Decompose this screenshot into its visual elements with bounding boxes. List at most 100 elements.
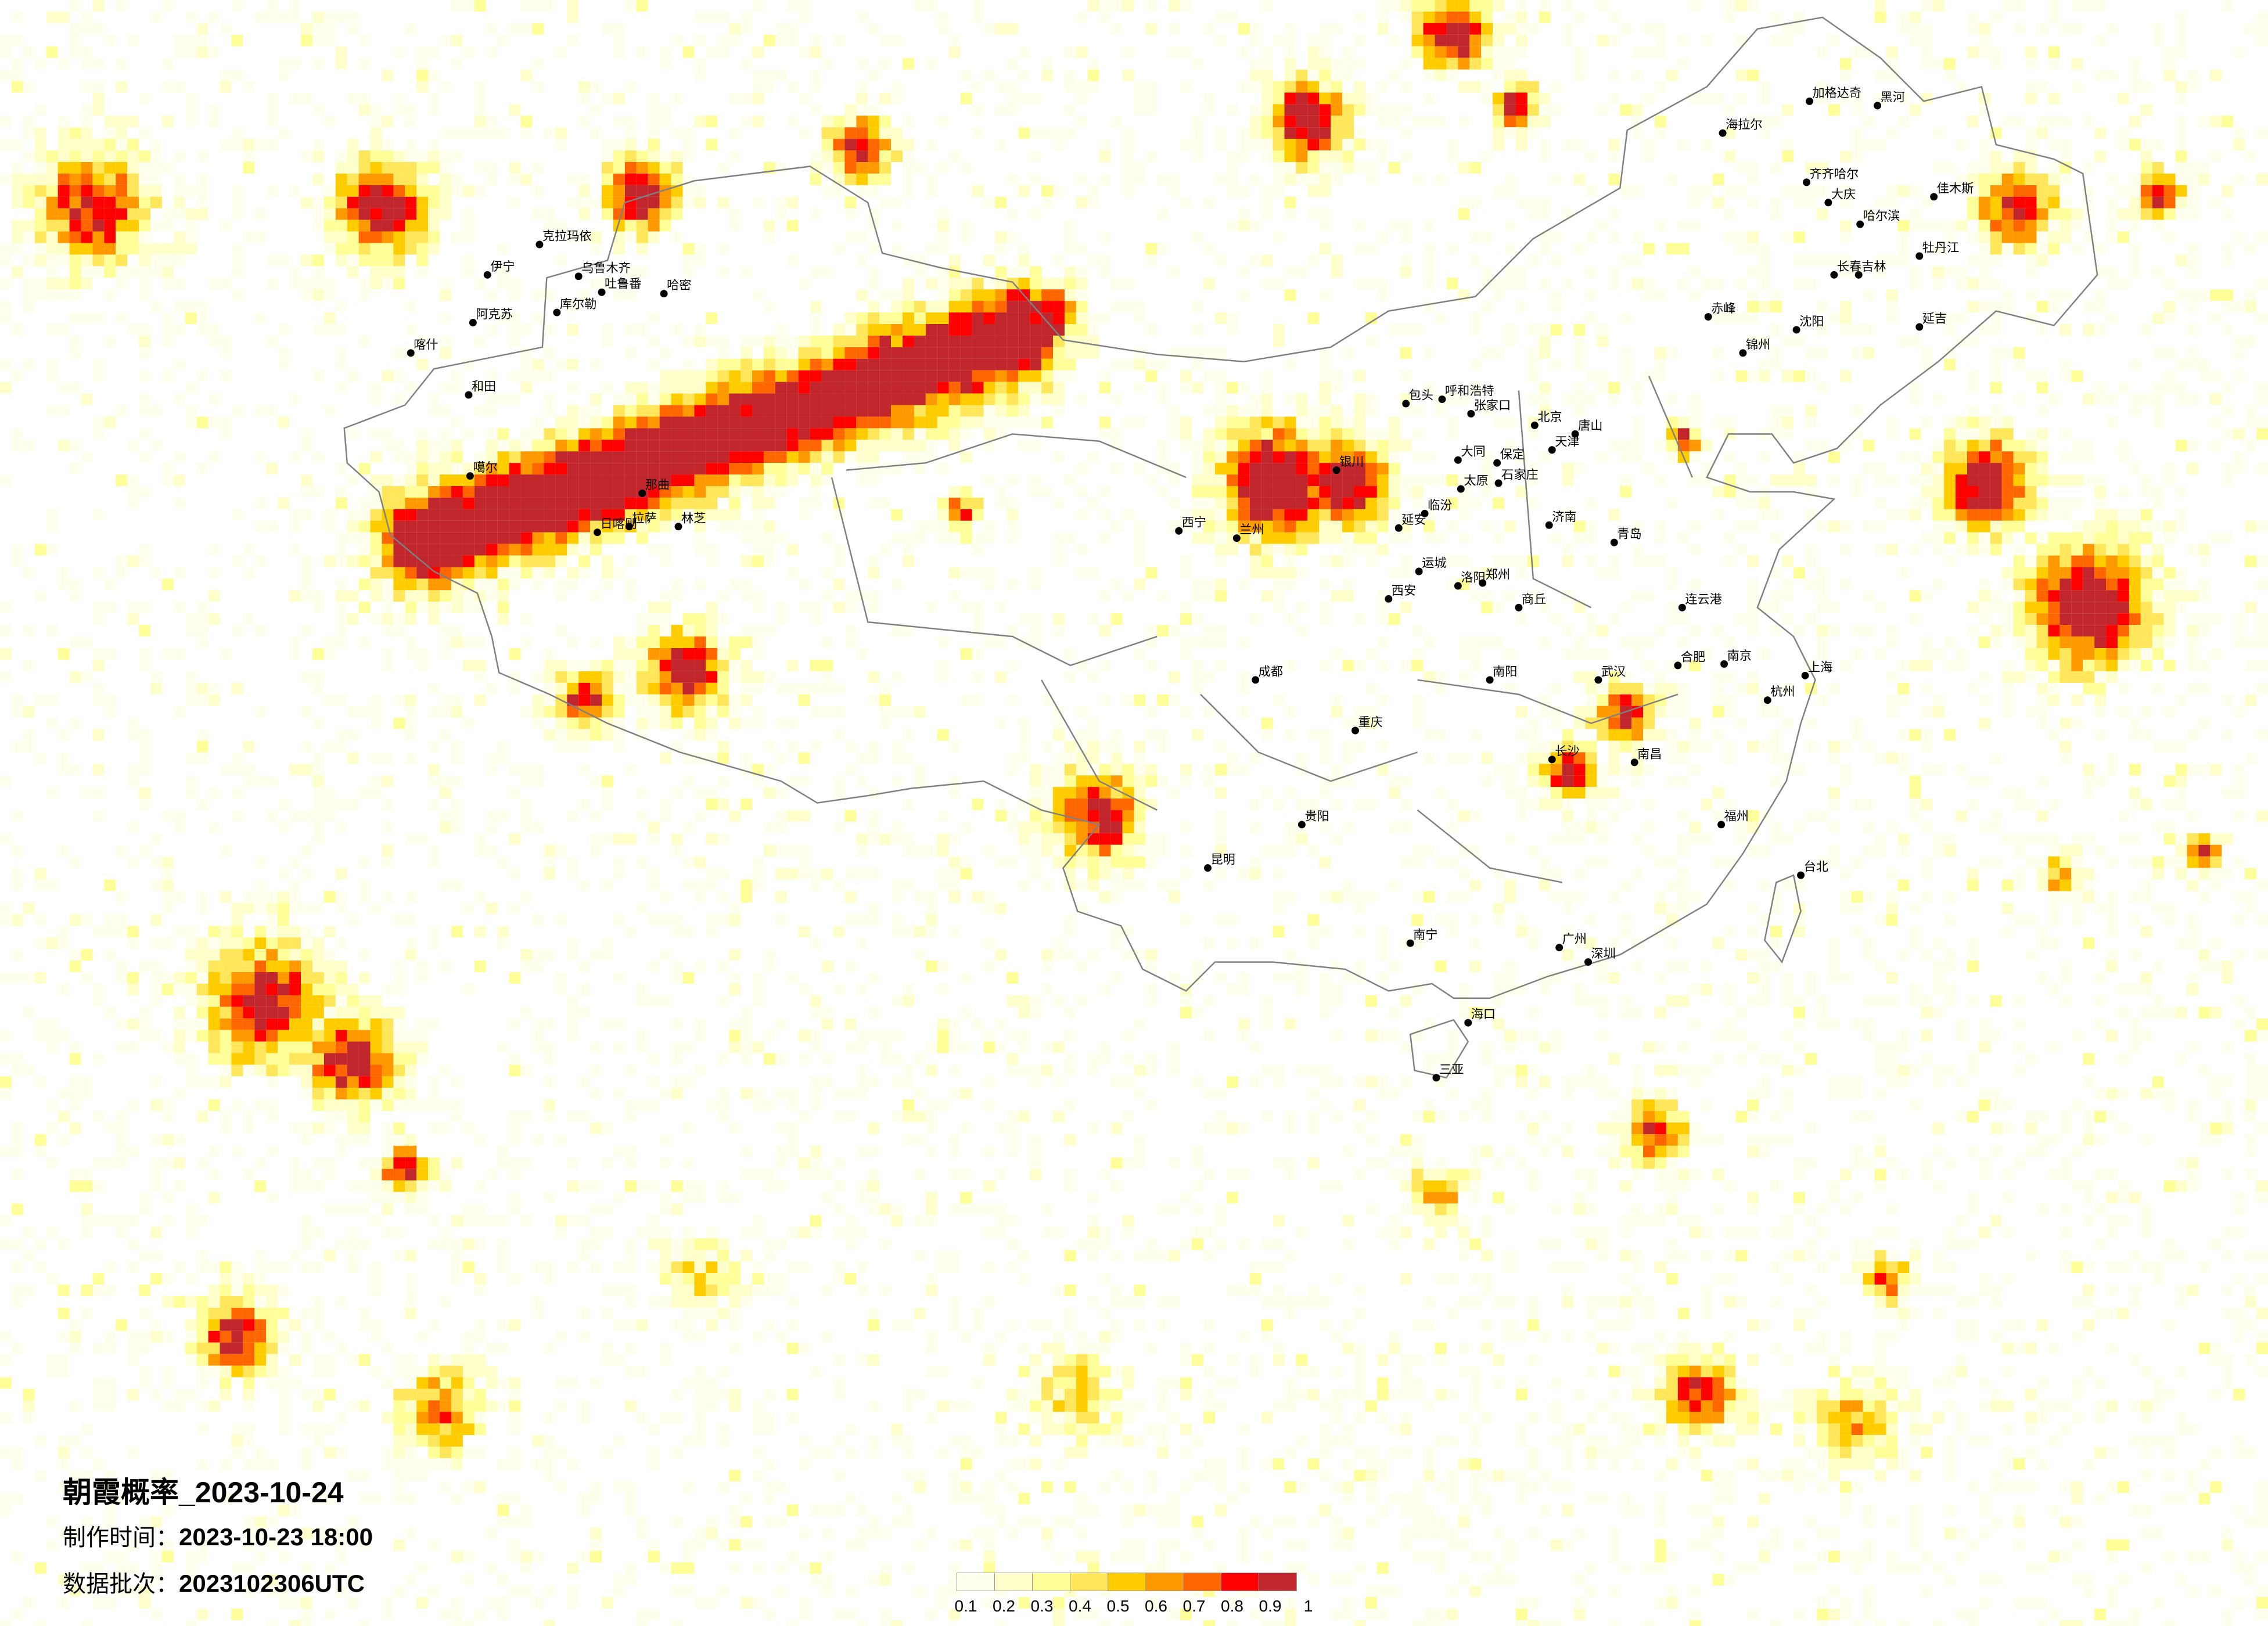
heat-cell: [1354, 220, 1365, 232]
heat-cell: [1805, 254, 1817, 267]
heat-cell: [486, 463, 498, 475]
heat-cell: [544, 127, 556, 139]
heat-cell: [1932, 451, 1944, 463]
heat-cell: [659, 648, 671, 660]
heat-cell: [1342, 428, 1354, 440]
heat-cell: [2175, 139, 2187, 151]
heat-cell: [1631, 544, 1644, 556]
heat-cell: [879, 717, 892, 729]
heat-cell: [1770, 34, 1782, 46]
heat-cell: [301, 254, 312, 267]
heat-cell: [1296, 509, 1308, 521]
heat-cell: [1331, 532, 1343, 544]
heat-cell: [208, 116, 220, 128]
heat-cell: [960, 648, 972, 660]
heat-cell: [1376, 520, 1389, 533]
heat-cell: [46, 717, 58, 729]
heat-cell: [752, 393, 764, 405]
heat-cell: [555, 555, 567, 567]
heat-cell: [2094, 682, 2107, 695]
heat-cell: [69, 139, 81, 151]
heat-cell: [520, 463, 533, 475]
heat-cell: [1735, 474, 1748, 487]
heat-cell: [312, 486, 324, 498]
heat-cell: [1793, 23, 1806, 35]
heat-cell: [11, 370, 23, 382]
heat-cell: [1735, 162, 1748, 174]
heat-cell: [2256, 578, 2268, 591]
heat-cell: [590, 659, 602, 671]
heat-cell: [2071, 625, 2083, 637]
heat-cell: [960, 451, 972, 463]
heat-cell: [393, 266, 405, 278]
heat-cell: [2210, 196, 2222, 208]
heat-cell: [1376, 0, 1389, 12]
heat-cell: [821, 451, 833, 463]
heat-cell: [671, 416, 683, 429]
heat-cell: [1064, 289, 1076, 301]
heat-cell: [1099, 173, 1111, 185]
heat-cell: [2071, 0, 2083, 12]
heat-cell: [555, 416, 567, 429]
heat-cell: [451, 706, 463, 718]
heat-cell: [474, 555, 486, 567]
heat-cell: [266, 278, 278, 290]
heat-cell: [1655, 682, 1666, 695]
heat-cell: [1527, 81, 1539, 93]
heat-cell: [763, 347, 775, 359]
heat-cell: [1446, 520, 1458, 533]
heat-cell: [1007, 382, 1019, 394]
heat-cell: [1666, 706, 1678, 718]
heat-cell: [1967, 231, 1979, 243]
heat-cell: [451, 636, 463, 649]
heat-cell: [1967, 405, 1979, 417]
heat-cell: [69, 312, 81, 325]
heat-cell: [370, 393, 382, 405]
heat-cell: [1782, 370, 1794, 382]
heat-cell: [2129, 555, 2141, 567]
heat-cell: [960, 358, 972, 370]
heat-cell: [1539, 602, 1551, 614]
heat-cell: [196, 301, 209, 313]
heat-cell: [2175, 92, 2187, 105]
heat-cell: [706, 486, 718, 498]
heat-cell: [266, 104, 278, 116]
heat-cell: [1851, 46, 1863, 58]
heat-cell: [2129, 254, 2141, 267]
heat-cell: [324, 185, 336, 197]
heat-cell: [2025, 463, 2037, 475]
heat-cell: [810, 486, 822, 498]
heat-cell: [1030, 578, 1042, 591]
heat-cell: [474, 474, 486, 487]
heat-cell: [57, 567, 70, 579]
heat-cell: [1573, 335, 1586, 347]
heat-cell: [659, 185, 671, 197]
heat-cell: [1342, 347, 1354, 359]
heat-cell: [821, 440, 833, 452]
heat-cell: [382, 208, 394, 220]
heat-cell: [1978, 278, 1990, 290]
heat-cell: [1331, 173, 1343, 185]
heat-cell: [104, 139, 116, 151]
heat-cell: [1376, 509, 1389, 521]
heat-cell: [1677, 220, 1690, 232]
heat-cell: [1631, 46, 1644, 58]
heat-cell: [1585, 289, 1597, 301]
heat-cell: [2163, 208, 2176, 220]
heat-cell: [659, 150, 671, 163]
heat-cell: [567, 463, 579, 475]
heat-cell: [231, 69, 243, 81]
heat-cell: [0, 173, 12, 185]
heat-cell: [1226, 173, 1238, 185]
heat-cell: [1192, 474, 1204, 487]
heat-cell: [1643, 729, 1655, 741]
heat-cell: [613, 46, 625, 58]
heat-cell: [231, 127, 243, 139]
heat-cell: [706, 46, 718, 58]
heat-cell: [393, 278, 405, 290]
heat-cell: [1342, 486, 1354, 498]
heat-cell: [347, 555, 359, 567]
heat-cell: [2117, 382, 2129, 394]
heat-cell: [104, 185, 116, 197]
heat-cell: [440, 185, 452, 197]
